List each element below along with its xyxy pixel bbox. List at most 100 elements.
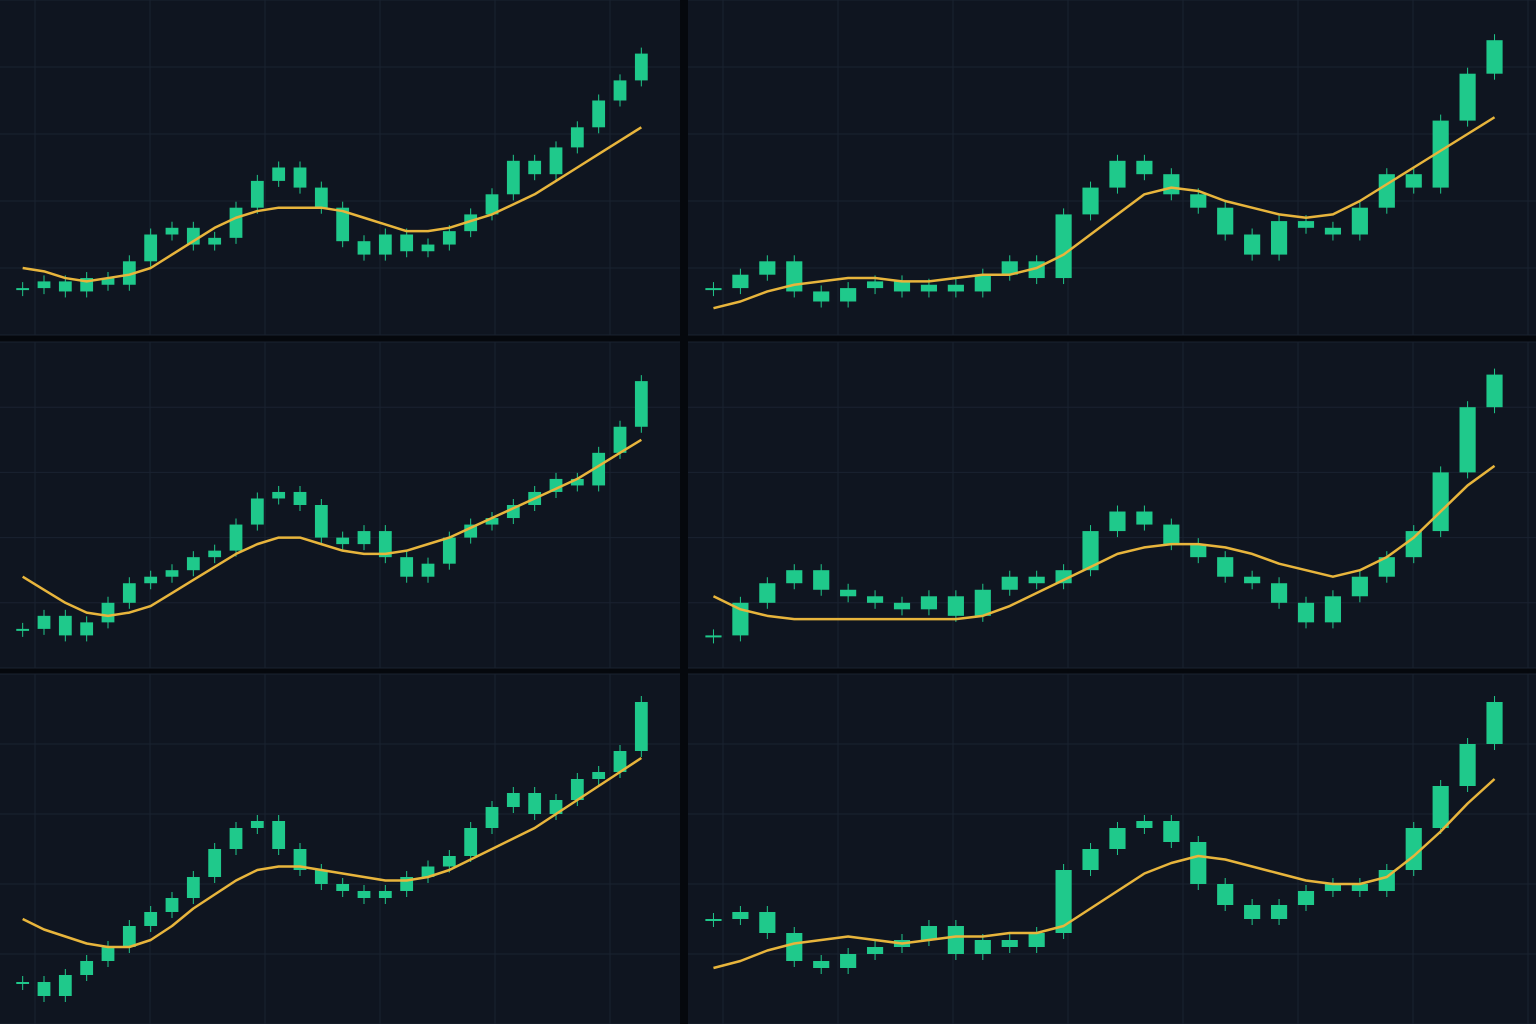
candle	[250, 498, 264, 525]
candle	[464, 828, 478, 856]
candle	[314, 505, 328, 538]
candle	[613, 80, 627, 101]
candle	[400, 557, 414, 577]
candle	[101, 602, 115, 623]
candle	[570, 779, 584, 800]
candle	[866, 596, 884, 603]
candle	[293, 167, 307, 188]
moving-average	[713, 778, 1496, 970]
candle	[947, 596, 964, 616]
candle	[144, 234, 158, 262]
candle	[613, 426, 627, 453]
candle	[1486, 40, 1503, 74]
candle	[893, 281, 911, 292]
candle	[1055, 870, 1072, 933]
candle	[101, 278, 115, 285]
candle	[1297, 891, 1315, 905]
candle	[485, 518, 499, 525]
candle	[1109, 160, 1126, 188]
candle	[357, 531, 371, 545]
candle	[1055, 214, 1072, 279]
candle	[813, 961, 830, 968]
candle	[549, 147, 563, 175]
candle	[80, 961, 94, 975]
candle	[357, 891, 371, 898]
candle	[840, 954, 857, 968]
panel	[0, 674, 680, 1024]
candle	[208, 849, 222, 877]
candle	[974, 589, 991, 616]
candle	[920, 284, 938, 292]
candle	[947, 926, 964, 954]
candle	[1244, 576, 1261, 584]
candle	[1432, 786, 1449, 828]
candle	[122, 583, 136, 603]
candle	[893, 602, 911, 610]
candle	[592, 772, 606, 779]
candle	[144, 576, 158, 584]
candle	[80, 622, 94, 636]
candle	[813, 291, 830, 302]
candle	[272, 821, 286, 849]
candle	[920, 926, 938, 940]
candle	[732, 912, 749, 919]
candle	[186, 877, 200, 898]
candle	[314, 870, 328, 884]
candle	[421, 244, 435, 252]
candle	[1244, 905, 1261, 919]
candle	[314, 187, 328, 208]
candle	[336, 207, 350, 242]
candle	[336, 537, 350, 545]
candle	[1082, 849, 1099, 870]
candle	[705, 635, 722, 638]
candle	[1297, 602, 1315, 623]
candle	[759, 583, 776, 603]
candle	[1082, 187, 1099, 215]
candle	[506, 160, 520, 195]
candle	[1405, 828, 1422, 870]
candle	[1351, 576, 1368, 597]
candle	[634, 53, 648, 81]
candle	[1297, 221, 1315, 228]
candle	[592, 452, 606, 486]
candle	[229, 524, 243, 551]
candle	[442, 537, 456, 564]
candle	[16, 628, 30, 631]
candle	[16, 288, 30, 291]
moving-average	[22, 126, 642, 283]
candle	[1244, 234, 1261, 255]
candle	[1217, 884, 1234, 905]
candle	[1486, 702, 1503, 744]
candle	[1351, 884, 1368, 891]
candle	[528, 793, 542, 814]
candle	[1082, 531, 1099, 571]
candle	[506, 793, 520, 807]
candle	[613, 751, 627, 772]
candle	[442, 856, 456, 867]
candle	[1190, 194, 1207, 208]
candle	[1217, 557, 1234, 577]
candle	[1459, 73, 1476, 121]
candle	[840, 288, 857, 302]
moving-average	[712, 464, 1496, 621]
candle	[1405, 531, 1422, 558]
candle	[1028, 576, 1045, 584]
candle	[1351, 207, 1368, 235]
candle	[101, 947, 115, 961]
candle	[1001, 940, 1018, 947]
candle	[1190, 544, 1207, 558]
candle	[442, 231, 456, 245]
candle	[485, 807, 499, 828]
candle	[634, 702, 648, 751]
candle	[549, 478, 563, 492]
candle	[1432, 472, 1449, 532]
candle	[786, 933, 803, 961]
candle	[813, 570, 830, 590]
candle	[165, 570, 179, 577]
candle	[144, 912, 158, 926]
candle	[1163, 524, 1180, 545]
candle	[357, 241, 371, 255]
candle	[378, 234, 392, 255]
candle	[1001, 261, 1018, 275]
